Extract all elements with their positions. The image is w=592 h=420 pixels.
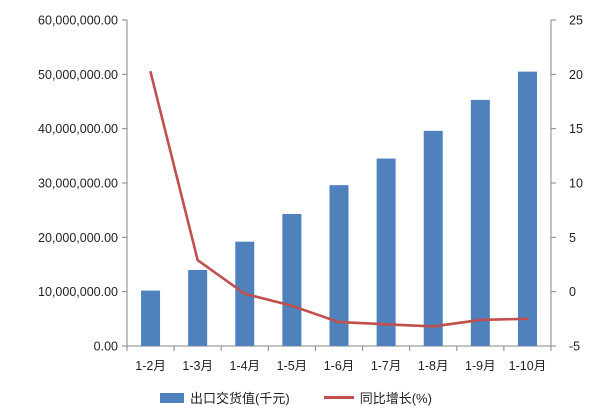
legend-item-exports: 出口交货值(千元) [160, 388, 290, 407]
chart-plot: 0.00 10,000,000.00 20,000,000.00 30,000,000… [38, 14, 583, 374]
y-right-tick-label: 0 [569, 285, 576, 299]
x-tick-label: 1-2月 [135, 359, 166, 373]
x-tick-label: 1-3月 [182, 359, 213, 373]
y-left-tick-label: 20,000,000.00 [38, 231, 118, 245]
x-tick-label: 1-10月 [509, 359, 547, 373]
x-tick-label: 1-9月 [465, 359, 496, 373]
bar [282, 213, 302, 346]
y-left-tick-label: 40,000,000.00 [38, 122, 118, 136]
y-right-tick-label: 5 [569, 231, 576, 245]
bar [517, 71, 537, 346]
y-right-tick-label: 15 [569, 122, 583, 136]
x-tick-label: 1-5月 [277, 359, 308, 373]
x-tick-label: 1-6月 [324, 359, 355, 373]
bar [141, 290, 161, 346]
x-tick-label: 1-7月 [371, 359, 402, 373]
legend-label-exports: 出口交货值(千元) [190, 391, 290, 406]
y-left-tick-label: 60,000,000.00 [38, 14, 118, 28]
bar [376, 158, 396, 346]
bar [188, 269, 208, 346]
legend-swatch-line [323, 396, 354, 399]
bar [423, 130, 443, 346]
y-right-tick-label: 25 [569, 14, 583, 28]
y-left-tick-label: 50,000,000.00 [38, 68, 118, 82]
chart-legend: 出口交货值(千元) 同比增长(%) [0, 388, 592, 407]
y-right-tick-label: -5 [569, 340, 580, 354]
legend-label-growth: 同比增长(%) [359, 391, 432, 406]
x-tick-label: 1-8月 [418, 359, 449, 373]
y-left-tick-label: 30,000,000.00 [38, 177, 118, 191]
y-left-tick-label: 0.00 [94, 340, 118, 354]
y-right-tick-label: 20 [569, 68, 583, 82]
bar [329, 185, 349, 346]
y-left-tick-label: 10,000,000.00 [38, 285, 118, 299]
y-right-tick-label: 10 [569, 177, 583, 191]
bar [470, 99, 490, 347]
legend-item-growth: 同比增长(%) [323, 388, 432, 407]
legend-swatch-bar [160, 392, 185, 403]
x-tick-label: 1-4月 [229, 359, 260, 373]
